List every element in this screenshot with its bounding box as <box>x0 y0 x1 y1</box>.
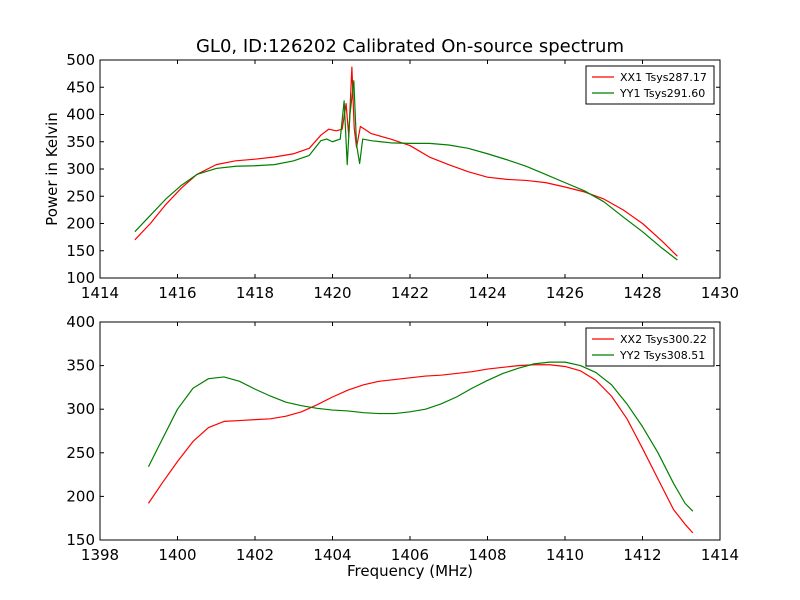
series-line-2-2 <box>147 361 694 512</box>
y-tick-label: 500 <box>66 51 95 69</box>
y-tick-label: 250 <box>66 187 95 205</box>
y-tick-label: 150 <box>66 242 95 260</box>
y-tick-label: 350 <box>66 357 95 375</box>
bottom-plot: 1398 1400 1402 1404 1406 1408 1410 1412 1414 150 2… <box>66 313 739 580</box>
y-tick-label: 400 <box>66 313 95 331</box>
y-tick-label: 200 <box>66 215 95 233</box>
y-tick-label: 300 <box>66 400 95 418</box>
x-tick-label: 1410 <box>546 546 584 564</box>
y-axis-label: Power in Kelvin <box>43 112 61 226</box>
x-tick-label: 1424 <box>468 284 506 302</box>
x-tick-label: 1418 <box>236 284 274 302</box>
x-tick-label: 1412 <box>623 546 661 564</box>
y-tick-label: 100 <box>66 269 95 287</box>
y-tick-label: 150 <box>66 531 95 549</box>
x-tick-label: 1402 <box>236 546 274 564</box>
y-tick-label: 300 <box>66 160 95 178</box>
legend-label: XX2 Tsys300.22 <box>620 333 707 346</box>
y-tick-label: 400 <box>66 106 95 124</box>
y-tick-label: 200 <box>66 487 95 505</box>
x-tick-label: 1426 <box>546 284 584 302</box>
legend-label: YY1 Tsys291.60 <box>619 87 705 100</box>
x-tick-label: 1428 <box>623 284 661 302</box>
legend-box <box>585 327 715 367</box>
x-tick-label: 1422 <box>391 284 429 302</box>
x-axis-label: Frequency (MHz) <box>347 562 473 580</box>
y-tick-label: 350 <box>66 133 95 151</box>
x-tick-label: 1420 <box>313 284 351 302</box>
series-line-1-2 <box>134 80 678 261</box>
x-tick-label: 1400 <box>158 546 196 564</box>
x-tick-label: 1398 <box>81 546 119 564</box>
x-tick-label: 1414 <box>701 546 739 564</box>
legend-box <box>585 65 715 105</box>
x-tick-label: 1414 <box>81 284 119 302</box>
y-tick-label: 450 <box>66 78 95 96</box>
x-tick-label: 1430 <box>701 284 739 302</box>
x-tick-label: 1404 <box>313 546 351 564</box>
figure-title: GL0, ID:126202 Calibrated On-source spec… <box>196 36 624 57</box>
y-tick-label: 250 <box>66 444 95 462</box>
top-plot: 1414 1416 1418 1420 1422 1424 1426 1428 1430 100 1… <box>43 51 739 302</box>
x-tick-label: 1416 <box>158 284 196 302</box>
x-tick-label: 1406 <box>391 546 429 564</box>
series-line-2-1 <box>147 364 694 534</box>
legend-label: YY2 Tsys308.51 <box>619 349 705 362</box>
legend-label: XX1 Tsys287.17 <box>620 71 707 84</box>
x-tick-label: 1408 <box>468 546 506 564</box>
